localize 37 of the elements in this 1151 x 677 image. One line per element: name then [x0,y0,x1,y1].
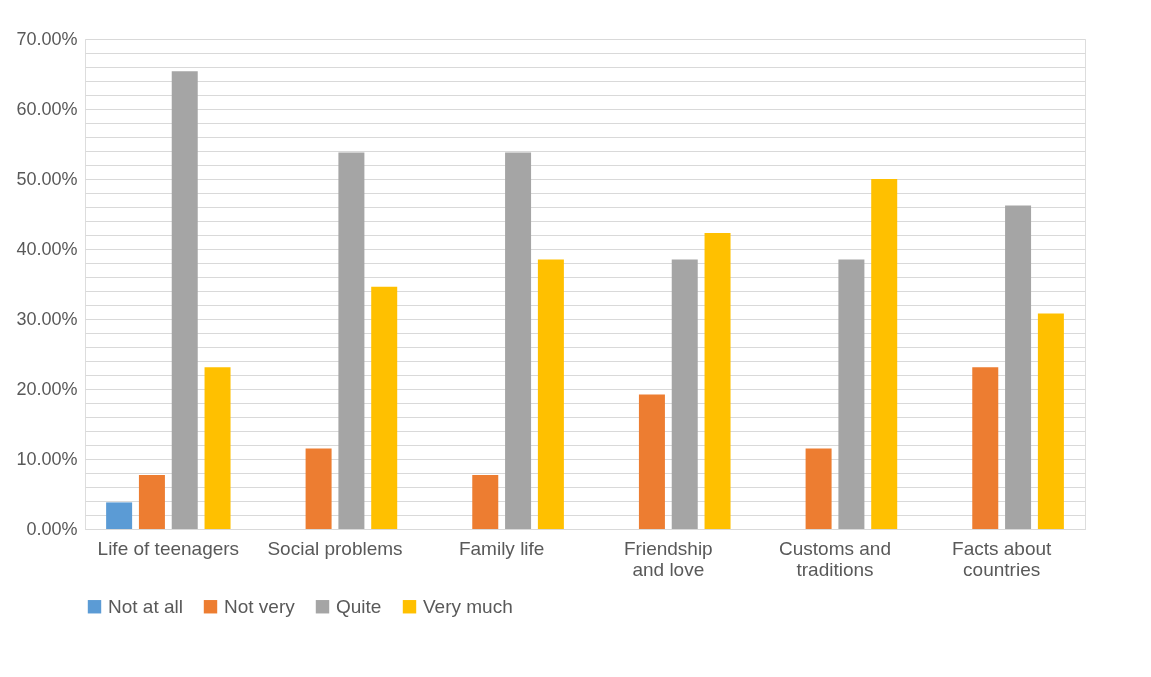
bar [1037,313,1064,529]
x-tick-label: Social problems [267,537,403,559]
legend-label: Very much [423,595,513,617]
y-tick-label: 30.00% [16,308,78,329]
y-tick-label: 0.00% [26,518,78,539]
x-tick-label: Family life [458,537,545,559]
bar [838,259,865,529]
y-tick-label: 40.00% [16,238,78,259]
bar [704,232,731,529]
bar [505,152,532,529]
y-tick-label: 20.00% [16,378,78,399]
bar [338,152,365,529]
y-tick-label: 70.00% [16,28,78,49]
bar [472,475,499,529]
bar [972,367,999,529]
y-tick-label: 10.00% [16,448,78,469]
bar [638,394,665,529]
legend-label: Not at all [108,595,183,617]
x-tick-label: Customs and traditions [779,537,891,580]
bar [671,259,698,529]
bar [805,448,832,529]
bar [537,259,564,529]
bar [204,367,231,529]
y-tick-label: 50.00% [16,168,78,189]
legend-label: Not very [224,595,296,617]
bar [138,475,165,529]
x-tick-label: Friendship and love [623,537,713,580]
bar [871,179,898,529]
bar [371,286,398,529]
bar [171,71,198,529]
bar [305,448,332,529]
legend-label: Quite [336,595,382,617]
x-tick-label: Life of teenagers [97,537,240,559]
x-tick-label: Facts about countries [952,537,1053,580]
bar [1005,205,1032,529]
bar [106,502,133,529]
y-tick-label: 60.00% [16,98,78,119]
